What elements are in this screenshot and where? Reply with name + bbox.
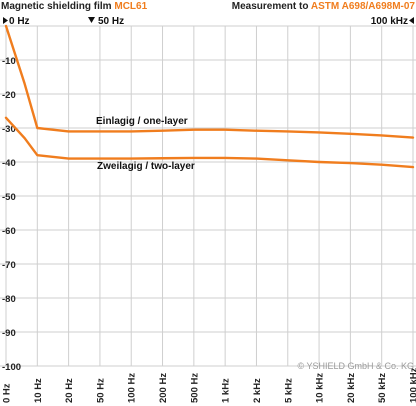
x-axis-ticks: 0 Hz 10 Hz 20 Hz 50 Hz 100 Hz 200 Hz 500 Hz 1 k… — [2, 367, 416, 403]
chart-title: Magnetic shielding film MCL61 — [1, 1, 148, 12]
measurement-standard: Measurement to ASTM A698/A698M-07 — [232, 1, 416, 12]
x-tick-label: 10 Hz — [33, 378, 44, 403]
marker-right-label: 100 kHz — [371, 16, 408, 27]
x-tick-label: 5 kHz — [283, 378, 294, 403]
y-tick-label: -100 — [2, 362, 21, 373]
x-tick-label: 10 kHz — [315, 373, 326, 403]
x-tick-label: 50 Hz — [95, 378, 106, 403]
y-tick-label: -20 — [2, 90, 16, 101]
x-tick-label: 100 kHz — [409, 367, 416, 403]
y-tick-label: -30 — [2, 124, 16, 135]
x-tick-label: 50 kHz — [377, 373, 388, 403]
y-tick-label: -50 — [2, 192, 16, 203]
x-tick-label: 100 Hz — [127, 373, 138, 403]
x-tick-label: 0 Hz — [2, 383, 13, 403]
copyright-notice: © YSHIELD GmbH & Co. KG — [298, 361, 415, 371]
marker-right-icon — [409, 17, 414, 24]
marker-mid-label: 50 Hz — [98, 16, 124, 27]
x-tick-label: 500 Hz — [189, 373, 200, 403]
marker-mid-icon — [88, 17, 95, 23]
marker-left-icon — [3, 17, 8, 24]
chart-title-product: MCL61 — [114, 1, 147, 12]
y-axis-ticks: -10 -20 -30 -40 -50 -60 -70 -80 -90 -100 — [2, 56, 21, 373]
x-tick-label: 2 kHz — [252, 378, 263, 403]
y-tick-label: -40 — [2, 158, 16, 169]
series-label-one-layer: Einlagig / one-layer — [96, 116, 188, 127]
x-tick-label: 20 kHz — [346, 373, 357, 403]
measurement-prefix: Measurement to — [232, 1, 311, 12]
y-tick-label: -60 — [2, 226, 16, 237]
series-label-two-layer: Zweilagig / two-layer — [97, 161, 195, 172]
marker-left-label: 0 Hz — [9, 16, 30, 27]
series-line-one-layer — [4, 24, 415, 139]
chart-title-prefix: Magnetic shielding film — [1, 1, 114, 12]
y-tick-label: -70 — [2, 260, 16, 271]
x-tick-label: 20 Hz — [64, 378, 75, 403]
measurement-standard-code: ASTM A698/A698M-07 — [311, 1, 416, 12]
series-line-two-layer — [4, 116, 415, 169]
x-tick-label: 200 Hz — [158, 373, 169, 403]
x-tick-label: 1 kHz — [221, 378, 232, 403]
grid — [0, 25, 416, 367]
series — [4, 24, 415, 169]
y-tick-label: -10 — [2, 56, 16, 67]
y-tick-label: -90 — [2, 328, 16, 339]
y-tick-label: -80 — [2, 294, 16, 305]
